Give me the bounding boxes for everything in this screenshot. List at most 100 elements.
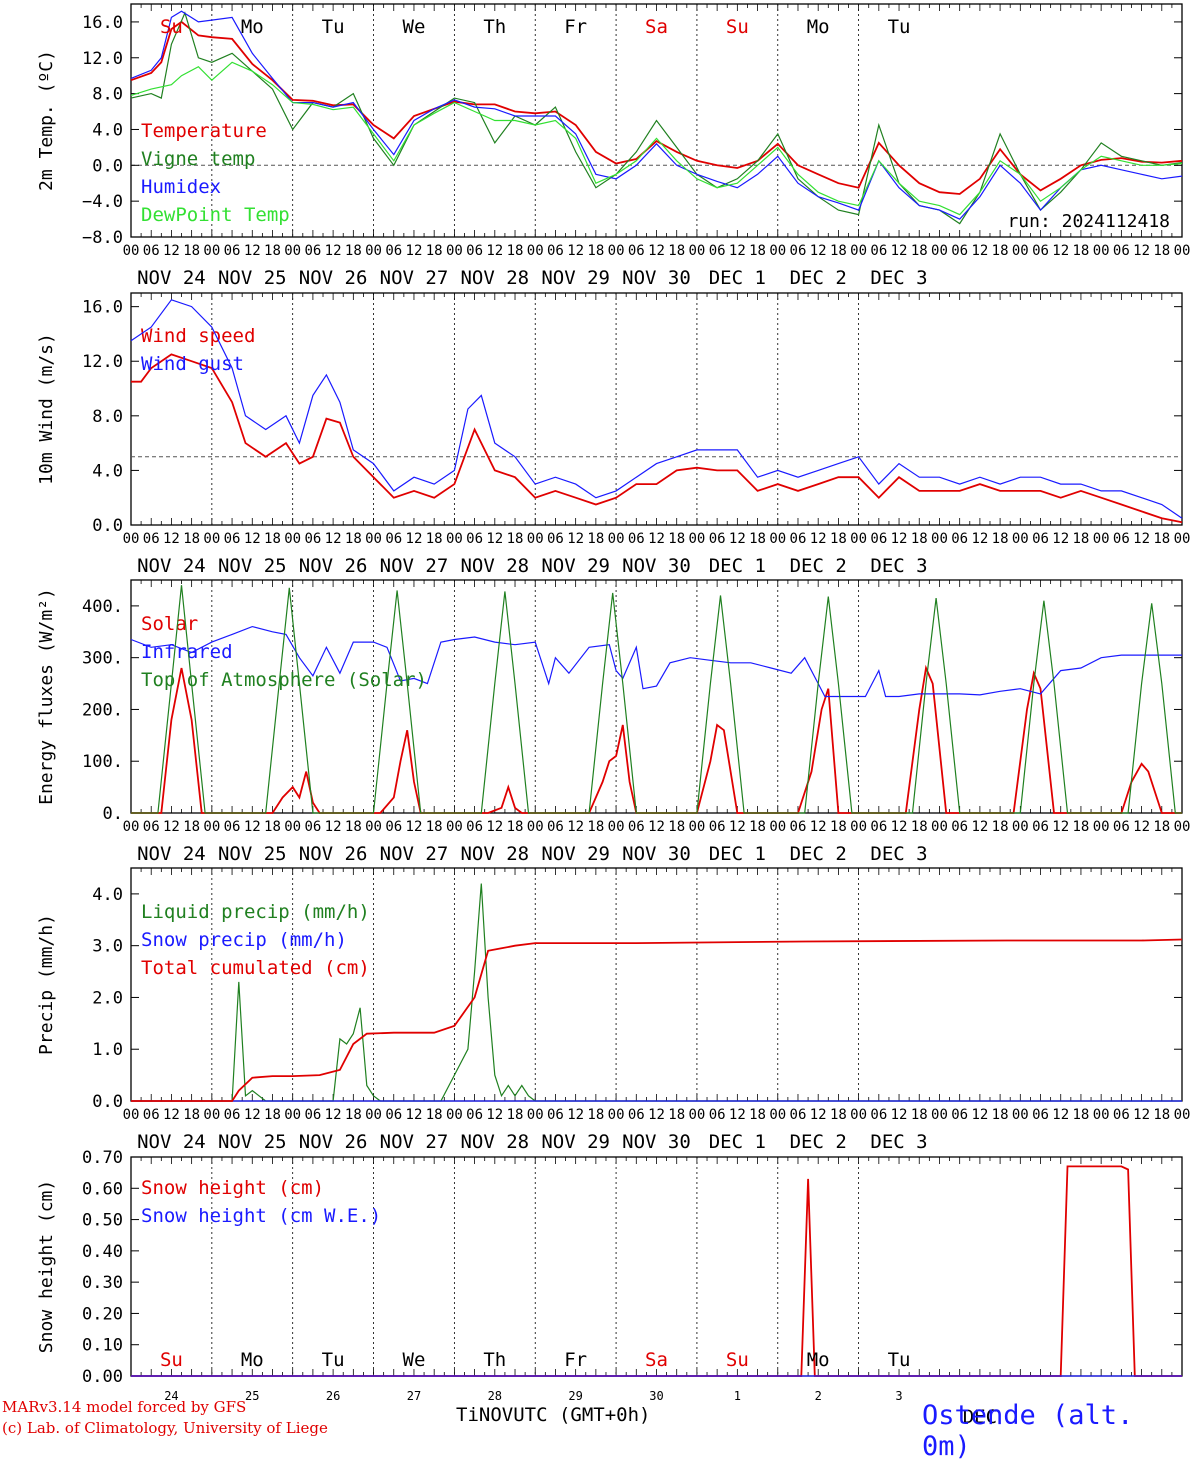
x-hour-label: 12 bbox=[244, 531, 261, 547]
x-hour-label: 06 bbox=[466, 531, 483, 547]
x-hour-label: 12 bbox=[891, 243, 908, 259]
x-day-number: 26 bbox=[326, 1389, 340, 1403]
x-hour-label: 18 bbox=[426, 243, 443, 259]
y-axis-label: Precip (mm/h) bbox=[36, 914, 57, 1055]
x-hour-label: 18 bbox=[1073, 531, 1090, 547]
x-hour-label: 18 bbox=[749, 1107, 766, 1123]
x-hour-label: 06 bbox=[709, 531, 726, 547]
x-hour-label: 06 bbox=[951, 531, 968, 547]
x-date-label: NOV 27 bbox=[380, 267, 449, 289]
x-hour-label: 06 bbox=[870, 243, 887, 259]
run-annotation: run: 2024112418 bbox=[1007, 211, 1170, 232]
y-axis-label: Snow height (cm) bbox=[36, 1180, 57, 1353]
panel-4: 4.0 3.0 2.0 1.0 0.0 Precip (mm/h) Liquid preci… bbox=[36, 867, 1190, 1153]
x-hour-label: 06 bbox=[1032, 1107, 1049, 1123]
x-hour-label: 00 bbox=[608, 1107, 625, 1123]
x-hour-label: 06 bbox=[709, 1107, 726, 1123]
x-hour-label: 12 bbox=[1133, 1107, 1150, 1123]
x-hour-label: 18 bbox=[183, 819, 200, 835]
x-hour-label: 06 bbox=[951, 243, 968, 259]
x-hour-label: 00 bbox=[1012, 1107, 1029, 1123]
x-hour-label: 18 bbox=[507, 531, 524, 547]
x-hour-label: 00 bbox=[203, 531, 220, 547]
x-hour-label: 18 bbox=[992, 531, 1009, 547]
x-hour-label: 18 bbox=[668, 819, 685, 835]
x-hour-label: 18 bbox=[1153, 819, 1170, 835]
x-hour-label: 12 bbox=[163, 819, 180, 835]
x-date-label: DEC 3 bbox=[870, 267, 927, 289]
y-tick-label: 0.50 bbox=[82, 1211, 123, 1231]
series-line bbox=[130, 299, 1183, 519]
x-date-label: NOV 27 bbox=[380, 843, 449, 865]
x-hour-label: 12 bbox=[325, 1107, 342, 1123]
x-hour-label: 12 bbox=[325, 819, 342, 835]
y-tick-label: 12.0 bbox=[82, 352, 123, 372]
x-hour-label: 00 bbox=[769, 819, 786, 835]
x-hour-label: 06 bbox=[1032, 531, 1049, 547]
weekday-label: Su bbox=[160, 16, 183, 38]
x-hour-label: 18 bbox=[587, 1107, 604, 1123]
x-date-label: NOV 29 bbox=[541, 1131, 610, 1153]
x-hour-label: 12 bbox=[406, 243, 423, 259]
panel-2: 16.0 12.0 8.0 4.0 0.0 10m Wind (m/s) Wind spee… bbox=[36, 292, 1190, 577]
weekday-label: Mo bbox=[807, 1349, 830, 1371]
y-tick-label: 4.0 bbox=[92, 461, 123, 481]
legend-entry: Snow height (cm W.E.) bbox=[141, 1205, 381, 1227]
x-hour-label: 06 bbox=[224, 1107, 241, 1123]
x-hour-label: 06 bbox=[790, 243, 807, 259]
x-day-number: 30 bbox=[649, 1389, 663, 1403]
x-hour-label: 12 bbox=[567, 1107, 584, 1123]
x-hour-label: 12 bbox=[891, 819, 908, 835]
x-date-label: NOV 24 bbox=[137, 843, 206, 865]
x-hour-label: 12 bbox=[1052, 819, 1069, 835]
x-hour-label: 00 bbox=[123, 1107, 140, 1123]
x-hour-label: 12 bbox=[486, 819, 503, 835]
x-hour-label: 00 bbox=[1093, 531, 1110, 547]
weekday-label: Tu bbox=[888, 1349, 911, 1371]
series-line bbox=[130, 625, 1182, 698]
x-hour-label: 00 bbox=[446, 1107, 463, 1123]
y-tick-label: 200. bbox=[82, 700, 123, 720]
x-hour-label: 00 bbox=[850, 243, 867, 259]
x-hour-label: 06 bbox=[951, 819, 968, 835]
x-hour-label: 18 bbox=[426, 1107, 443, 1123]
x-hour-label: 00 bbox=[284, 243, 301, 259]
x-hour-label: 18 bbox=[992, 243, 1009, 259]
y-tick-label: 0.60 bbox=[82, 1179, 123, 1199]
weekday-label: Fr bbox=[564, 1349, 587, 1371]
legend-entry: Wind speed bbox=[141, 325, 255, 347]
x-hour-label: 06 bbox=[385, 531, 402, 547]
y-tick-label: 0.10 bbox=[82, 1336, 123, 1356]
x-date-label: NOV 24 bbox=[137, 267, 206, 289]
x-hour-label: 06 bbox=[1032, 819, 1049, 835]
x-hour-label: 18 bbox=[1153, 243, 1170, 259]
x-date-label: DEC 3 bbox=[870, 843, 927, 865]
x-date-label: NOV 28 bbox=[460, 843, 529, 865]
x-hour-label: 00 bbox=[1093, 1107, 1110, 1123]
x-hour-label: 06 bbox=[304, 531, 321, 547]
x-hour-label: 12 bbox=[1052, 531, 1069, 547]
legend-entry: Snow height (cm) bbox=[141, 1177, 324, 1199]
x-hour-label: 00 bbox=[1174, 819, 1191, 835]
legend-entry: Top of Atmosphere (Solar) bbox=[141, 669, 427, 691]
y-tick-label: 100. bbox=[82, 752, 123, 772]
x-hour-label: 00 bbox=[365, 243, 382, 259]
x-hour-label: 06 bbox=[466, 819, 483, 835]
x-hour-label: 12 bbox=[406, 1107, 423, 1123]
x-hour-label: 00 bbox=[688, 1107, 705, 1123]
x-hour-label: 12 bbox=[648, 1107, 665, 1123]
weekday-label: Tu bbox=[322, 16, 345, 38]
y-tick-label: 0.0 bbox=[92, 156, 123, 176]
x-hour-label: 18 bbox=[587, 531, 604, 547]
x-hour-label: 06 bbox=[790, 1107, 807, 1123]
legend-entry: Solar bbox=[141, 613, 198, 635]
x-date-label: NOV 26 bbox=[299, 843, 368, 865]
x-date-label: NOV 30 bbox=[622, 1131, 691, 1153]
credit-line-1: MARv3.14 model forced by GFS bbox=[2, 1398, 247, 1416]
x-date-label: DEC 3 bbox=[870, 1131, 927, 1153]
weekday-label: Th bbox=[483, 1349, 506, 1371]
series-line bbox=[131, 585, 1182, 814]
x-hour-label: 18 bbox=[345, 1107, 362, 1123]
x-date-label: NOV 27 bbox=[380, 555, 449, 577]
